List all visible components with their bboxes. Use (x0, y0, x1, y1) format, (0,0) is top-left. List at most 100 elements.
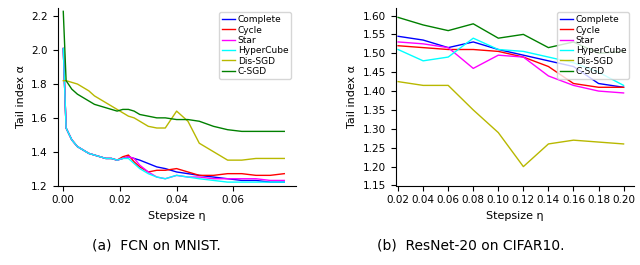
C-SGD (68, 87, 76, 91)
Complete (184, 172, 192, 175)
Dis-SGD (102, 101, 109, 104)
Dis-SGD (62, 79, 70, 82)
C-SGD (469, 22, 477, 25)
Star (68, 138, 76, 142)
HyperCube (545, 55, 552, 59)
Cycle (224, 172, 232, 175)
Line: Cycle: Cycle (63, 48, 284, 175)
HyperCube (280, 180, 288, 184)
Dis-SGD (545, 142, 552, 145)
Star (210, 177, 218, 180)
Star (520, 55, 527, 59)
Cycle (119, 155, 127, 158)
Cycle (184, 170, 192, 174)
HyperCube (108, 157, 115, 160)
Dis-SGD (570, 139, 577, 142)
Star (136, 164, 143, 167)
C-SGD (252, 130, 260, 133)
Star (280, 179, 288, 182)
Dis-SGD (96, 98, 104, 101)
Complete (60, 47, 67, 50)
C-SGD (266, 130, 274, 133)
HyperCube (210, 179, 218, 182)
C-SGD (195, 120, 203, 123)
Dis-SGD (125, 114, 132, 118)
HyperCube (444, 55, 452, 59)
Complete (125, 155, 132, 158)
Star (444, 46, 452, 49)
Complete (444, 46, 452, 49)
Cycle (68, 138, 76, 142)
Cycle (62, 126, 70, 130)
HyperCube (520, 50, 527, 53)
HyperCube (184, 175, 192, 179)
C-SGD (113, 109, 121, 113)
C-SGD (161, 116, 169, 120)
Star (102, 157, 109, 160)
Line: Complete: Complete (63, 48, 284, 182)
HyperCube (469, 37, 477, 40)
Complete (108, 157, 115, 160)
Cycle (79, 148, 87, 152)
Cycle (210, 174, 218, 177)
Star (62, 126, 70, 130)
Complete (131, 157, 138, 160)
Y-axis label: Tail index α: Tail index α (16, 65, 26, 128)
Complete (119, 157, 127, 160)
Star (195, 175, 203, 179)
Complete (91, 153, 99, 157)
C-SGD (108, 108, 115, 111)
C-SGD (545, 46, 552, 49)
C-SGD (60, 10, 67, 13)
Complete (161, 167, 169, 170)
Complete (280, 180, 288, 184)
Complete (195, 174, 203, 177)
Dis-SGD (184, 120, 192, 123)
Cycle (620, 86, 627, 89)
Star (125, 155, 132, 158)
HyperCube (252, 180, 260, 184)
Dis-SGD (153, 126, 161, 130)
HyperCube (620, 84, 627, 87)
C-SGD (85, 99, 93, 103)
HyperCube (394, 48, 402, 51)
Star (161, 177, 169, 180)
Y-axis label: Tail index α: Tail index α (347, 65, 357, 128)
Star (74, 145, 81, 148)
Line: Complete: Complete (398, 36, 623, 87)
Complete (570, 65, 577, 68)
Cycle (60, 47, 67, 50)
Star (113, 158, 121, 162)
Dis-SGD (394, 80, 402, 83)
HyperCube (91, 153, 99, 157)
Cycle (394, 44, 402, 47)
Star (495, 54, 502, 57)
Cycle (520, 55, 527, 59)
Star (224, 177, 232, 180)
Cycle (444, 48, 452, 51)
Cycle (495, 50, 502, 53)
Complete (595, 82, 602, 85)
C-SGD (131, 109, 138, 113)
Complete (102, 157, 109, 160)
HyperCube (96, 155, 104, 158)
HyperCube (85, 152, 93, 155)
Complete (210, 175, 218, 179)
HyperCube (102, 157, 109, 160)
Cycle (96, 155, 104, 158)
Star (469, 67, 477, 70)
HyperCube (153, 175, 161, 179)
Dis-SGD (469, 108, 477, 112)
C-SGD (145, 114, 152, 118)
Dis-SGD (91, 94, 99, 98)
Complete (520, 54, 527, 57)
C-SGD (153, 116, 161, 120)
HyperCube (173, 174, 180, 177)
Dis-SGD (108, 104, 115, 108)
HyperCube (62, 126, 70, 130)
C-SGD (125, 108, 132, 111)
X-axis label: Stepsize η: Stepsize η (148, 211, 205, 221)
Cycle (85, 152, 93, 155)
HyperCube (119, 157, 127, 160)
HyperCube (595, 70, 602, 74)
